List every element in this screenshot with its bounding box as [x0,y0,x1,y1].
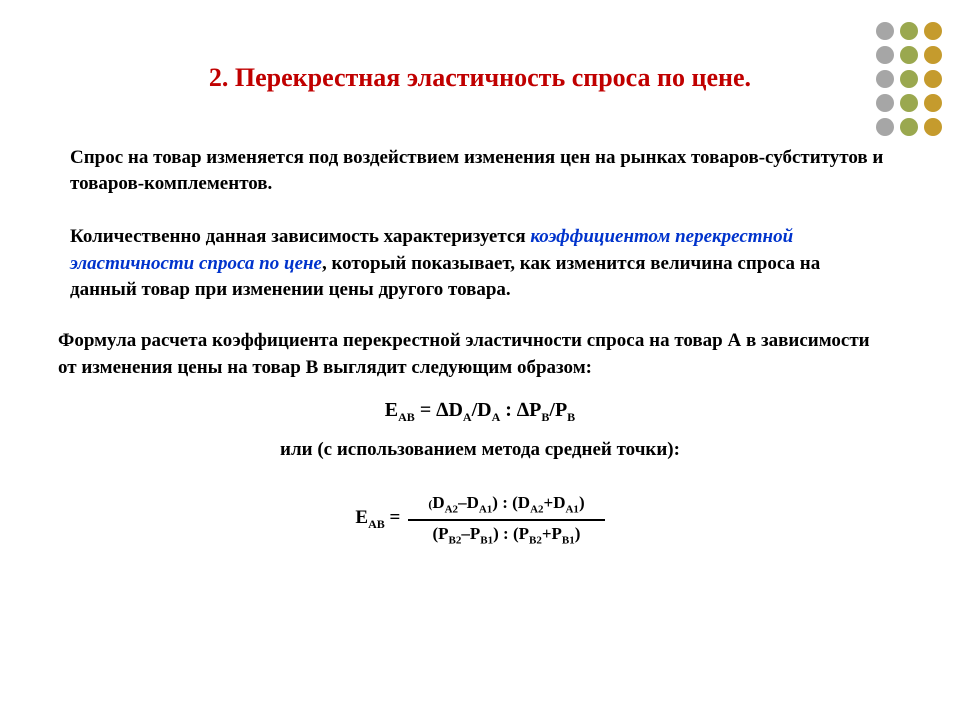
slide: 2. Перекрестная эластичность спроса по ц… [0,0,960,720]
dot-icon [924,22,942,40]
f2-numerator: (DA2–DA1) : (DA2+DA1) [408,491,604,517]
para2-pre: Количественно данная зависимость характе… [70,226,530,247]
dot-icon [924,94,942,112]
f1-colon: : [500,399,517,421]
fraction-bar [408,519,604,521]
f2-num-t1: D [432,493,444,512]
f1-dD-sub2: A [492,410,501,424]
f2-lhs-base: E [355,507,368,528]
f2-den-t3-sub: B2 [529,534,542,546]
f1-dD: ∆D [436,399,463,421]
f2-eq: = [385,507,401,528]
f2-num-t4-sub: A1 [565,504,578,516]
formula-simple: EAB = ∆DA/DA : ∆PB/PB [70,399,890,425]
f2-den-close: ) : (P [493,524,529,543]
f2-den-open: (P [433,524,449,543]
f2-den-minus: –P [461,524,480,543]
dot-icon [900,22,918,40]
dot-icon [924,118,942,136]
dot-icon [900,118,918,136]
f1-dD-sub: A [463,410,472,424]
f2-denominator: (PB2–PB1) : (PB2+PB1) [413,522,601,548]
f1-dP-sub2: B [567,410,575,424]
f1-lhs-base: E [385,399,398,421]
dot-icon [876,94,894,112]
midpoint-label: или (с использованием метода средней точ… [70,439,890,461]
f2-den-end: ) [575,524,581,543]
slide-body: Спрос на товар изменяется под воздействи… [70,145,890,548]
f2-num-t2-sub: A1 [479,504,492,516]
paragraph-3: Формула расчета коэффициента перекрестно… [58,328,890,381]
f1-dP-slash: /P [549,399,567,421]
f2-num-t1-sub: A2 [445,504,458,516]
f1-dP: ∆P [517,399,541,421]
f2-fraction: (DA2–DA1) : (DA2+DA1) (PB2–PB1) : (PB2+P… [408,491,604,548]
formula-midpoint: EAB = (DA2–DA1) : (DA2+DA1) (PB2–PB1) : … [70,491,890,548]
f2-den-t2-sub: B1 [480,534,493,546]
dot-icon [900,94,918,112]
paragraph-2: Количественно данная зависимость характе… [70,224,890,304]
f2-num-close: ) : (D [492,493,530,512]
f2-num-minus: –D [458,493,479,512]
f2-den-t1-sub: B2 [449,534,462,546]
dot-icon [876,118,894,136]
f2-num-t3-sub: A2 [530,504,543,516]
f2-num-plus: +D [544,493,566,512]
slide-title: 2. Перекрестная эластичность спроса по ц… [0,62,960,95]
f1-dD-slash: /D [472,399,492,421]
paragraph-1: Спрос на товар изменяется под воздействи… [70,145,890,196]
f2-den-t4-sub: B1 [562,534,575,546]
f2-lhs: EAB = [355,507,400,532]
f2-num-end: ) [579,493,585,512]
f1-eq: = [415,399,436,421]
dot-icon [876,22,894,40]
f2-den-plus: +P [542,524,562,543]
f2-lhs-sub: AB [368,517,385,531]
f1-lhs-sub: AB [398,410,415,424]
